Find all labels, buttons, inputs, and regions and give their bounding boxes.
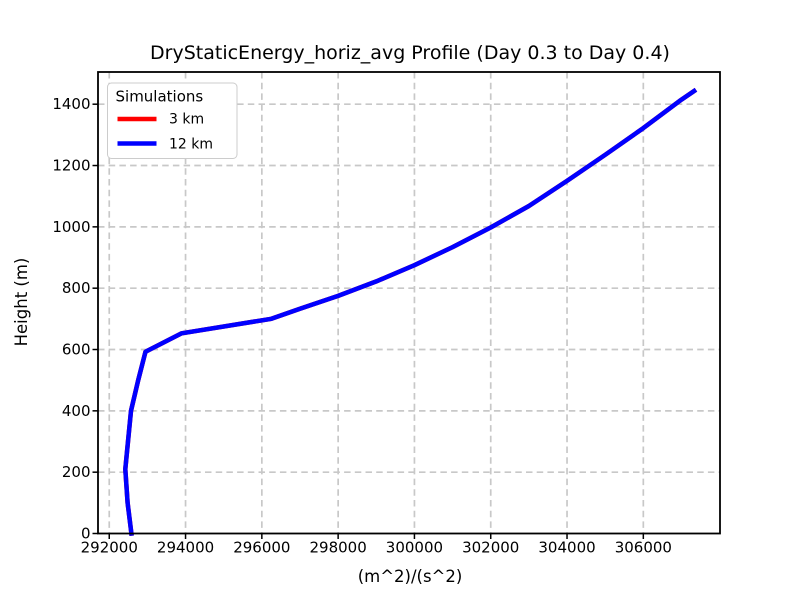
- y-tick-label: 600: [62, 341, 91, 359]
- tick-layer: 292000 294000 296000 298000 300000 302000 3040…: [52, 95, 672, 556]
- y-tick-label: 1400: [52, 95, 90, 113]
- series-layer: [123, 87, 698, 537]
- legend: Simulations 3 km 12 km: [107, 82, 238, 159]
- y-axis-label: Height (m): [12, 258, 31, 347]
- legend-label-3km: 3 km: [169, 112, 204, 128]
- chart-title: DryStaticEnergy_horiz_avg Profile (Day 0…: [150, 42, 670, 64]
- legend-label-12km: 12 km: [169, 137, 213, 153]
- x-tick-label: 294000: [157, 539, 214, 557]
- grid-layer: [98, 72, 720, 534]
- x-axis-label: (m^2)/(s^2): [358, 567, 463, 586]
- plot-border: [97, 71, 721, 535]
- y-tick-label: 200: [62, 463, 91, 481]
- y-tick-label: 800: [62, 279, 91, 297]
- legend-box: [107, 82, 238, 159]
- x-tick-label: 306000: [615, 539, 672, 557]
- y-tick-label: 1000: [52, 218, 90, 236]
- y-tick-label: 400: [62, 402, 91, 420]
- series-line-12km: [123, 87, 698, 537]
- x-tick-label: 298000: [310, 539, 367, 557]
- legend-title: Simulations: [116, 88, 204, 106]
- x-tick-label: 300000: [386, 539, 443, 557]
- y-tick-label: 1200: [52, 157, 90, 175]
- y-tick-label: 0: [81, 525, 91, 543]
- x-tick-label: 292000: [81, 539, 138, 557]
- x-tick-label: 296000: [233, 539, 290, 557]
- x-tick-label: 302000: [462, 539, 519, 557]
- x-tick-label: 304000: [538, 539, 595, 557]
